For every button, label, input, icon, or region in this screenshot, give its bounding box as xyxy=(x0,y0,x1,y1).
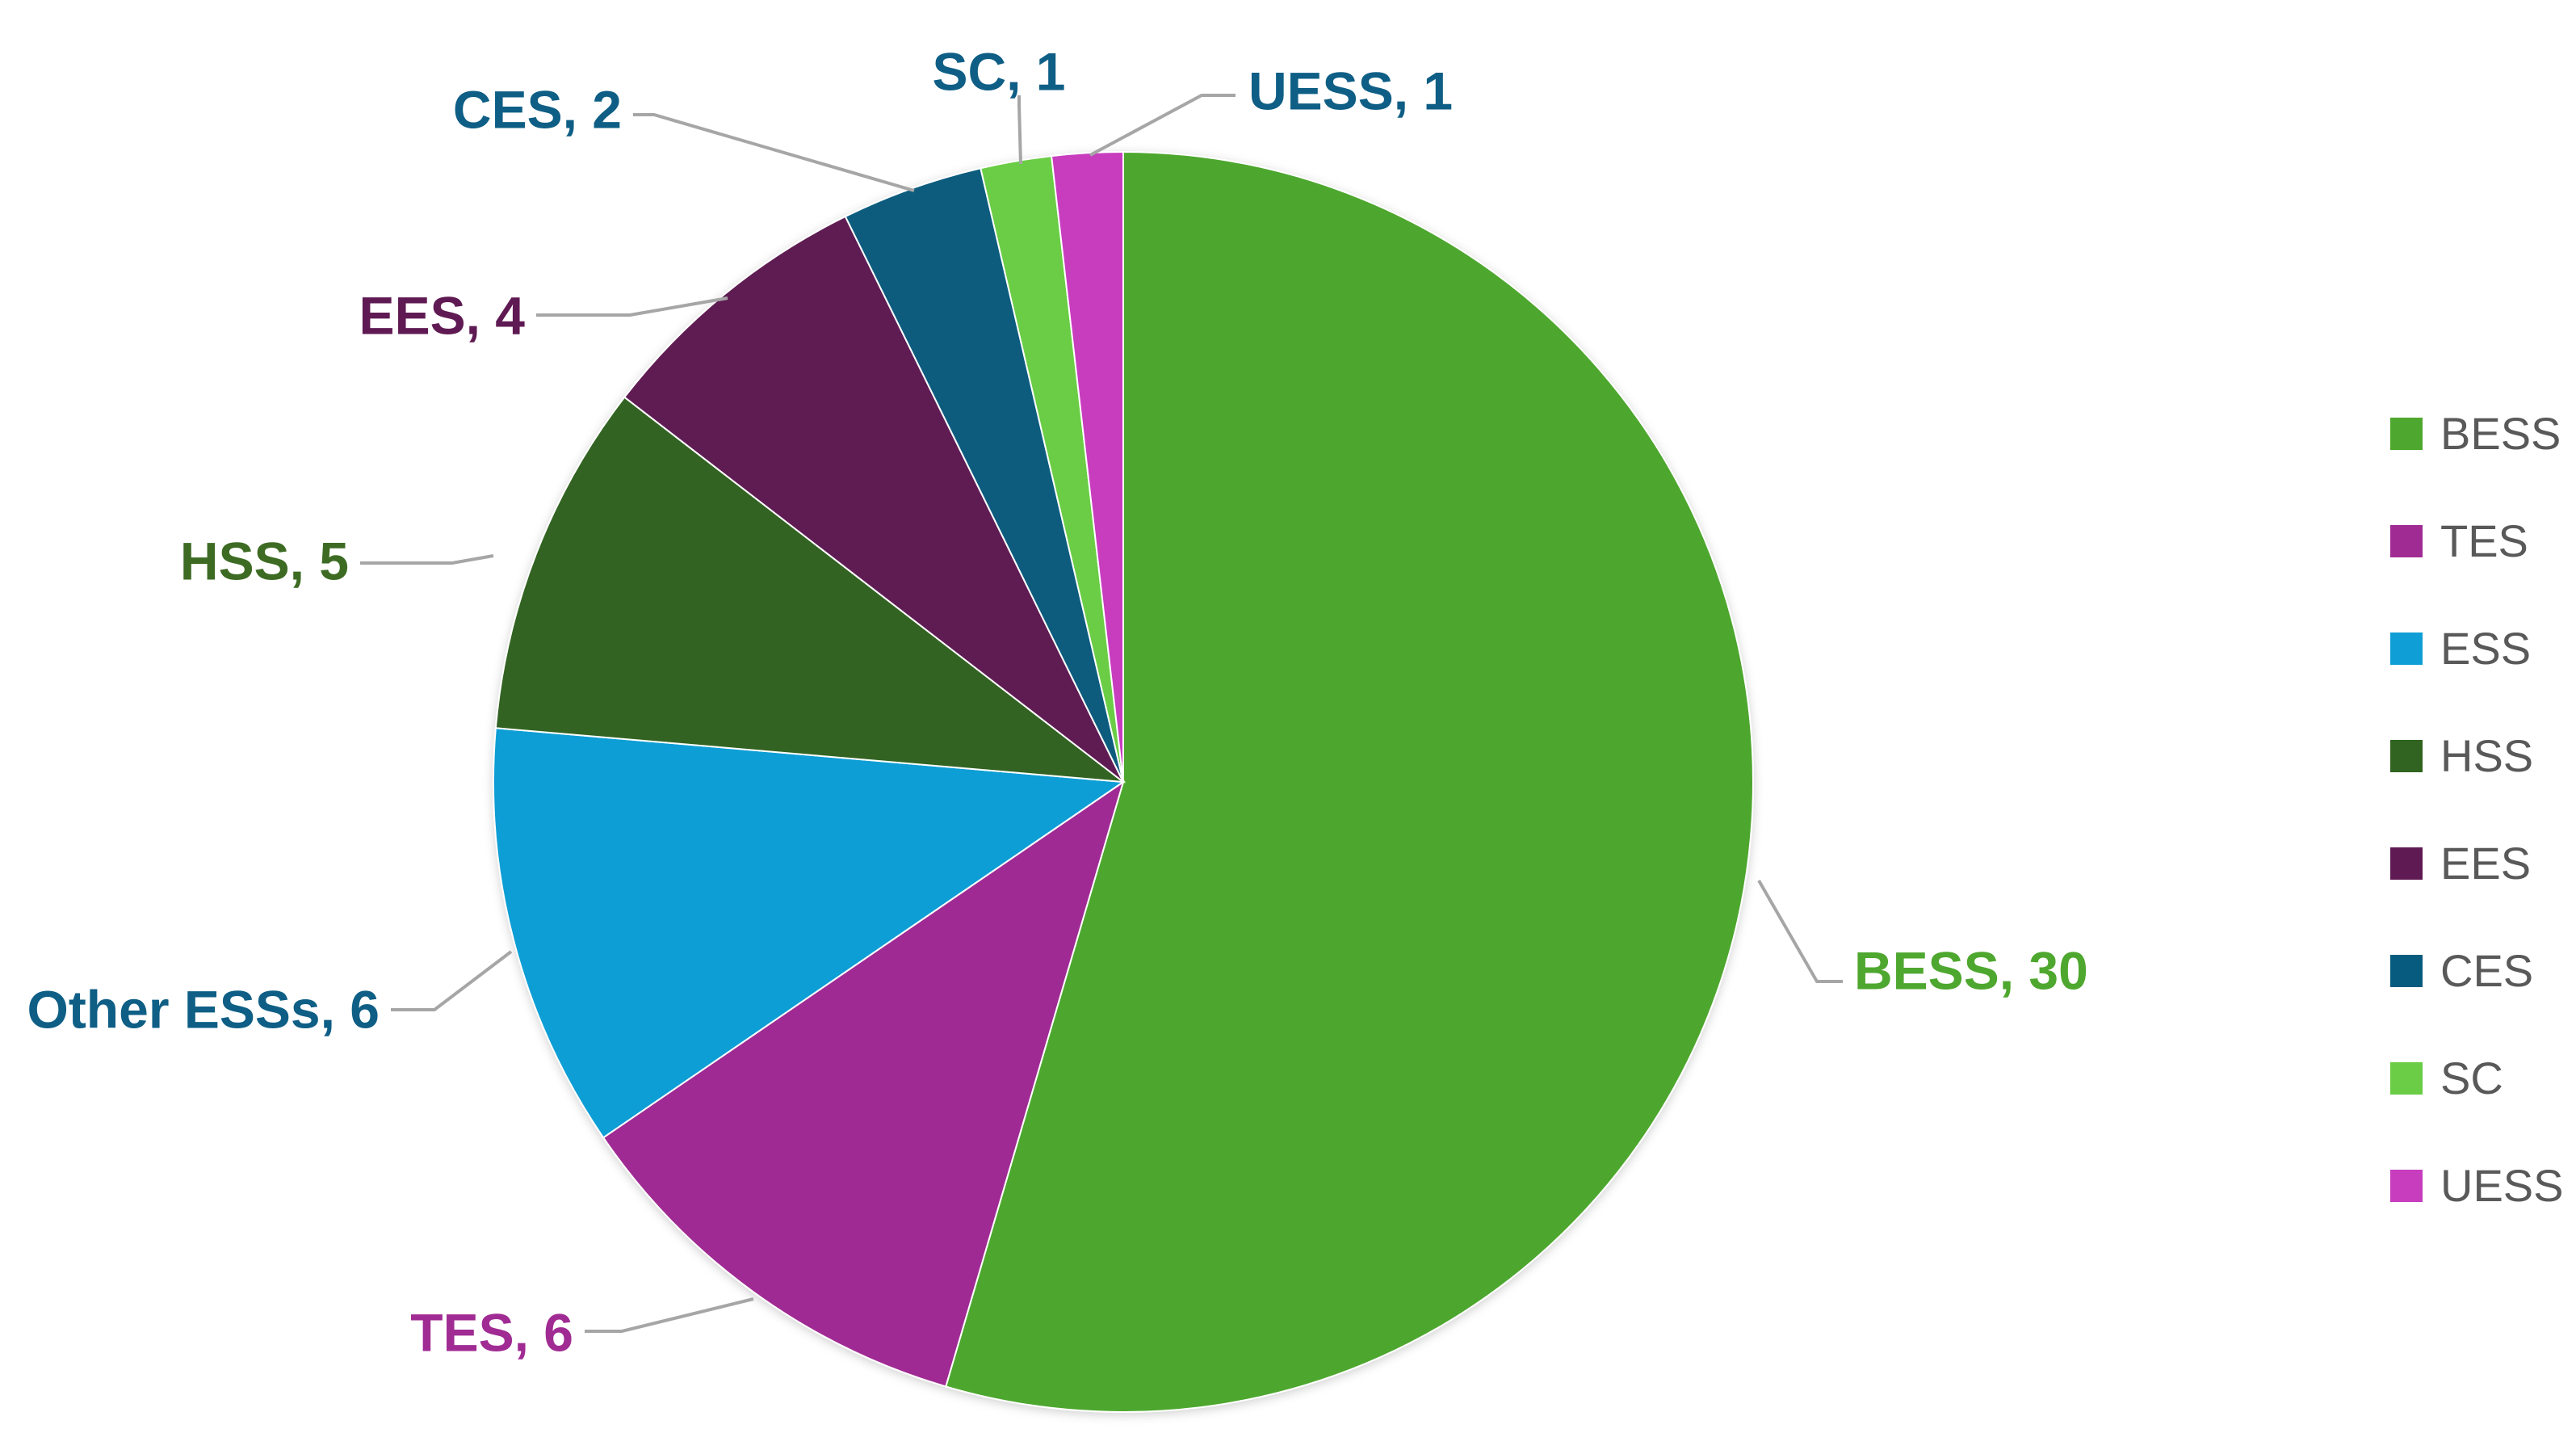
legend-label-bess: BESS xyxy=(2440,408,2561,459)
leader-lines xyxy=(360,94,1843,1333)
leader-line-hss xyxy=(360,554,494,565)
data-label-tes: TES, 6 xyxy=(410,1302,573,1362)
leader-line-bess xyxy=(1757,880,1843,983)
legend-item-ees: EES xyxy=(2390,809,2564,917)
pie-slice-tes xyxy=(602,780,1125,1388)
data-label-sc: SC, 1 xyxy=(932,41,1065,101)
legend-item-ces: CES xyxy=(2390,917,2564,1024)
data-labels: BESS, 30 TES, 6 Other ESSs, 6 HSS, 5 EES, 4 C… xyxy=(27,41,2087,1362)
leader-line-tes xyxy=(585,1297,754,1333)
legend-item-tes: TES xyxy=(2390,487,2564,595)
legend-label-ces: CES xyxy=(2440,945,2534,996)
leader-line-uess xyxy=(1089,94,1236,157)
pie-slice-bess xyxy=(945,150,1754,1413)
leader-line-sc xyxy=(1017,95,1022,165)
pie-slice-hss xyxy=(494,396,1126,784)
legend-label-sc: SC xyxy=(2440,1053,2503,1103)
legend-label-tes: TES xyxy=(2440,515,2528,566)
legend-label-ees: EES xyxy=(2440,838,2532,889)
pie-slice-ees xyxy=(623,215,1124,783)
legend-item-hss: HSS xyxy=(2390,702,2564,809)
legend-label-ess: ESS xyxy=(2440,623,2532,674)
legend-item-sc: SC xyxy=(2390,1024,2564,1132)
legend-swatch-ces xyxy=(2390,954,2423,987)
data-label-bess: BESS, 30 xyxy=(1854,940,2088,1000)
data-label-ess: Other ESSs, 6 xyxy=(27,979,380,1039)
legend-item-uess: UESS xyxy=(2390,1132,2564,1239)
legend-swatch-ees xyxy=(2390,847,2423,880)
leader-line-ces xyxy=(633,113,915,192)
data-label-ees: EES, 4 xyxy=(359,285,526,345)
pie-slice-uess xyxy=(1050,150,1124,783)
legend-label-hss: HSS xyxy=(2440,730,2534,781)
legend-swatch-tes xyxy=(2390,524,2423,557)
leader-line-ess xyxy=(391,950,513,1011)
legend-swatch-ess xyxy=(2390,632,2423,665)
pie-slice-ess xyxy=(493,727,1126,1139)
legend-swatch-hss xyxy=(2390,739,2423,772)
pie-slices xyxy=(493,150,1754,1413)
leader-line-ees xyxy=(536,296,728,317)
legend: BESS TES ESS HSS EES CES SC UESS xyxy=(2390,380,2564,1239)
data-label-hss: HSS, 5 xyxy=(180,531,349,591)
data-label-uess: UESS, 1 xyxy=(1248,61,1453,120)
legend-swatch-bess xyxy=(2390,417,2423,450)
legend-label-uess: UESS xyxy=(2440,1160,2564,1211)
legend-swatch-uess xyxy=(2390,1169,2423,1202)
data-label-ces: CES, 2 xyxy=(453,79,622,139)
legend-swatch-sc xyxy=(2390,1061,2423,1095)
legend-item-bess: BESS xyxy=(2390,380,2564,487)
legend-item-ess: ESS xyxy=(2390,595,2564,702)
